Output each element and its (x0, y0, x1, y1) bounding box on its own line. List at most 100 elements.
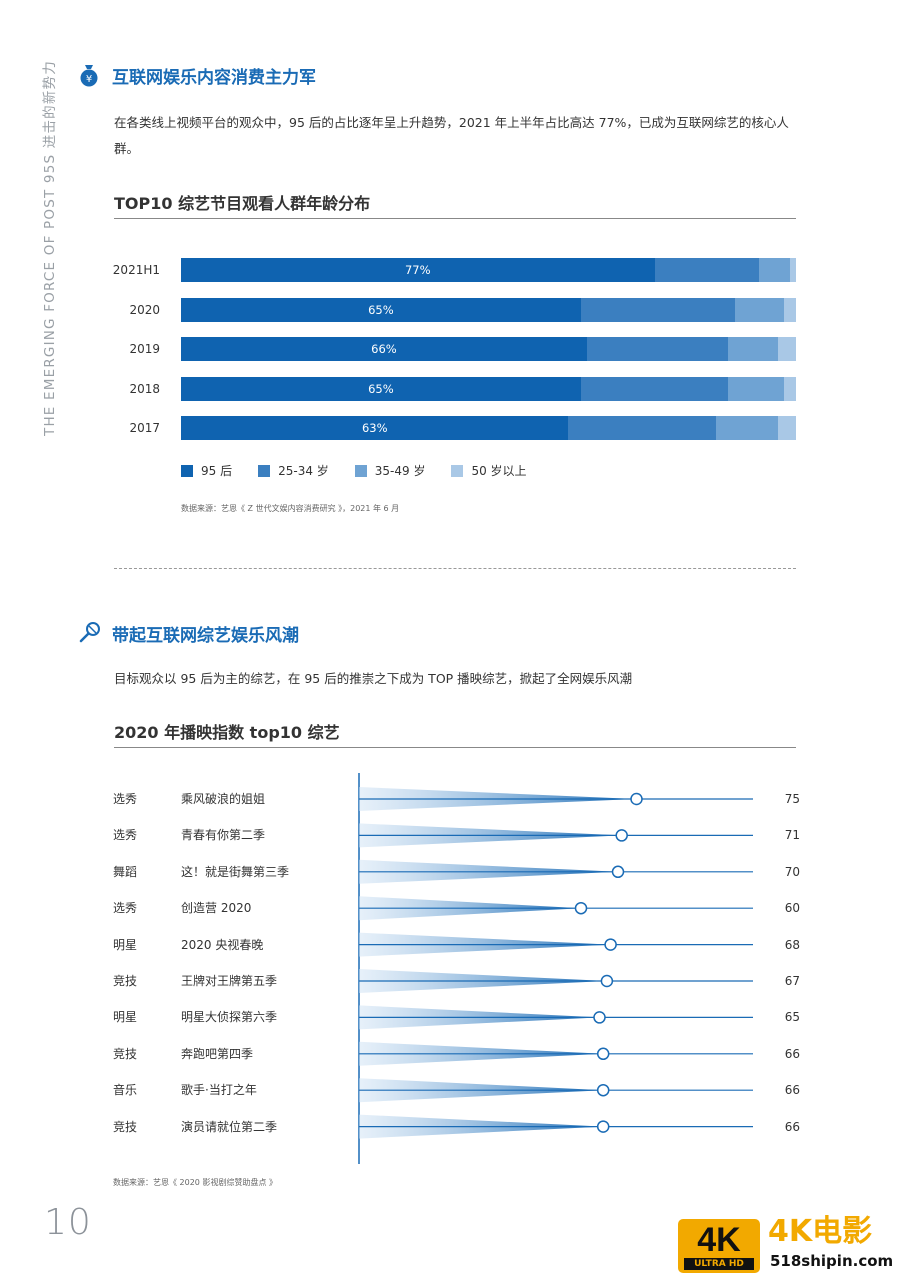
value-label: 67 (784, 974, 800, 988)
bar-segment (654, 258, 760, 282)
bar-segment (783, 297, 796, 322)
bar-segment: 65% (181, 297, 581, 322)
chart1-source: 数据来源：艺恩《 Z 世代文娱内容消费研究 》，2021 年 6 月 (181, 504, 400, 513)
bar-segment: 63% (181, 416, 569, 441)
category-label: 选秀 (113, 792, 138, 806)
bar-segment (568, 416, 717, 441)
show-name: 歌手·当打之年 (181, 1083, 257, 1098)
category-label: 选秀 (113, 901, 138, 916)
value-wedge (359, 932, 611, 957)
show-name: 奔跑吧第四季 (181, 1046, 254, 1061)
value-label: 68 (784, 937, 800, 952)
value-point (630, 792, 643, 806)
side-running-title: THE EMERGING FORCE OF POST 95S 进击的新势力 (42, 60, 58, 436)
value-point (596, 1047, 610, 1061)
value-point (596, 1083, 610, 1097)
value-wedge (359, 859, 618, 884)
bar-segment: 65% (181, 376, 581, 401)
bar-segment (734, 297, 784, 322)
bar-segment (783, 376, 796, 401)
value-point (574, 901, 588, 915)
show-name: 王牌对王牌第五季 (181, 974, 278, 988)
section1-title: 互联网娱乐内容消费主力军 (112, 68, 316, 88)
bar-value-label: 65% (368, 381, 394, 396)
show-name: 乘风破浪的姐姐 (181, 792, 266, 806)
value-wedge (359, 896, 581, 921)
value-wedge (359, 1041, 604, 1066)
watermark-url: 518shipin.com (770, 1252, 894, 1270)
legend-swatch (181, 464, 193, 477)
bar-segment (580, 376, 729, 401)
category-label: 选秀 (113, 828, 138, 843)
value-point (615, 829, 628, 842)
stacked-bar: 66% (181, 337, 796, 362)
legend-item: 25-34 岁 (258, 462, 329, 479)
show-name: 这！就是街舞第三季 (181, 864, 290, 879)
stacked-bar: 65% (181, 297, 796, 322)
value-wedge (359, 787, 637, 811)
chart2-source: 数据来源：艺恩《 2020 影视剧综赞助盘点 》 (113, 1178, 277, 1187)
value-label: 60 (784, 901, 800, 916)
chart1-title-rule (114, 218, 796, 219)
legend-item: 35-49 岁 (354, 462, 426, 479)
logo-badge-text: 4K (697, 1221, 741, 1259)
watermark-title: 4K电影 (768, 1214, 873, 1249)
show-name: 2020 央视春晚 (181, 937, 264, 952)
chart2-title: 2020 年播映指数 top10 综艺 (114, 723, 340, 742)
category-label: 音乐 (113, 1083, 138, 1098)
value-point (611, 865, 625, 879)
show-name: 创造营 2020 (181, 901, 252, 916)
legend-swatch (258, 464, 271, 477)
value-point (600, 974, 614, 988)
bar-segment (716, 416, 778, 441)
year-label: 2019 (129, 342, 160, 357)
category-label: 竞技 (113, 1046, 138, 1061)
category-label: 明星 (113, 1010, 138, 1025)
show-name: 青春有你第二季 (181, 828, 266, 843)
bar-segment: 77% (181, 258, 655, 282)
value-point (596, 1120, 610, 1133)
value-wedge (359, 823, 622, 848)
stacked-bar: 63% (181, 416, 796, 441)
value-label: 65 (784, 1010, 800, 1025)
value-wedge (359, 1078, 604, 1103)
legend-item: 95 后 (181, 462, 232, 479)
legend-swatch (451, 464, 464, 477)
chart2-title-rule (114, 747, 796, 748)
bar-segment (728, 376, 784, 401)
bar-segment (759, 258, 790, 282)
value-point (593, 1011, 606, 1024)
bar-segment (586, 337, 729, 362)
value-label: 66 (784, 1046, 800, 1061)
legend-label: 25-34 岁 (278, 464, 329, 478)
section-divider (114, 568, 796, 569)
show-name: 明星大侦探第六季 (181, 1010, 278, 1025)
microphone-icon (79, 622, 100, 643)
chart1-title: TOP10 综艺节目观看人群年龄分布 (114, 194, 371, 213)
money-bag-icon: ¥ (80, 65, 98, 87)
year-label: 2020 (129, 302, 160, 317)
value-label: 66 (784, 1083, 800, 1098)
bar-segment (580, 297, 735, 322)
value-label: 71 (784, 828, 800, 843)
category-label: 明星 (113, 937, 138, 952)
bar-value-label: 66% (371, 342, 397, 357)
section2-title: 带起互联网综艺娱乐风潮 (112, 626, 299, 646)
bar-value-label: 77% (404, 263, 431, 277)
legend-label: 35-49 岁 (374, 464, 426, 478)
bar-segment (777, 337, 796, 362)
4k-logo-badge: 4K ULTRA HD (678, 1219, 760, 1273)
legend-swatch (354, 464, 367, 477)
bar-segment (789, 258, 796, 282)
chart1-legend: 95 后 25-34 岁 35-49 岁 50 岁以上 (181, 462, 527, 479)
value-label: 66 (784, 1119, 800, 1134)
logo-badge-subtext: ULTRA HD (684, 1258, 754, 1270)
value-wedge (359, 1114, 604, 1139)
section2-paragraph: 目标观众以 95 后为主的综艺，在 95 后的推崇之下成为 TOP 播映综艺，掀… (114, 671, 633, 686)
value-label: 75 (784, 792, 800, 806)
bar-segment (728, 337, 778, 362)
legend-item: 50 岁以上 (451, 462, 527, 479)
section1-paragraph: 在各类线上视频平台的观众中，95 后的占比逐年呈上升趋势，2021 年上半年占比… (114, 115, 789, 156)
year-label: 2018 (129, 381, 160, 396)
legend-label: 50 岁以上 (471, 464, 527, 478)
